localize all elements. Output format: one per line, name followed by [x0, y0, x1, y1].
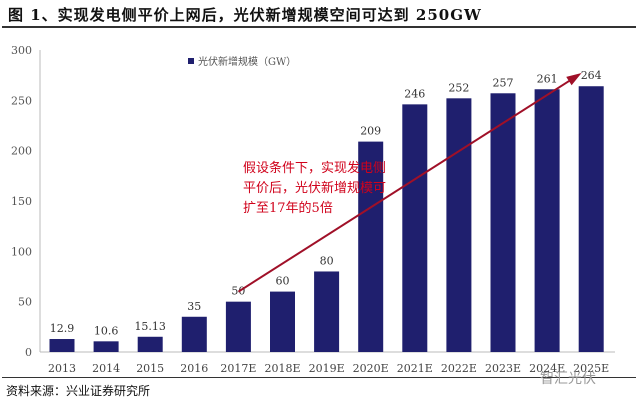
data-label: 257	[493, 76, 514, 89]
bar-2016	[181, 316, 207, 352]
x-tick-label: 2019E	[309, 362, 345, 375]
x-tick-label: 2025E	[573, 362, 609, 375]
x-tick-label: 2013	[48, 362, 76, 375]
data-label: 10.6	[94, 324, 119, 337]
y-tick-label: 250	[11, 94, 32, 107]
source-divider	[2, 377, 636, 378]
data-label: 252	[448, 81, 469, 94]
bar-2018E	[270, 291, 295, 352]
data-label: 12.9	[50, 322, 75, 335]
data-label: 264	[581, 69, 602, 82]
annotation-line: 扩至17年的5倍	[243, 200, 333, 216]
data-label: 80	[320, 254, 334, 267]
source-note: 资料来源：兴业证券研究所	[6, 384, 151, 398]
x-tick-label: 2022E	[441, 362, 477, 375]
y-tick-label: 100	[11, 245, 32, 258]
arrow-head-icon	[566, 73, 582, 86]
data-label: 15.13	[134, 320, 166, 333]
bar-2019E	[314, 271, 340, 352]
annotation-line: 平价后，光伏新增规模可	[243, 180, 386, 196]
x-tick-label: 2017E	[220, 362, 256, 375]
watermark: 智汇光伏	[540, 371, 596, 387]
bar-2024E	[534, 89, 560, 352]
chart-title: 图 1、实现发电侧平价上网后，光伏新增规模空间可达到 250GW	[8, 6, 482, 24]
bar-2023E	[490, 93, 516, 352]
legend-label: 光伏新增规模（GW）	[198, 55, 296, 68]
bar-2015	[137, 336, 163, 352]
y-tick-label: 300	[11, 44, 32, 57]
bar-2017E	[225, 301, 251, 352]
data-label: 261	[537, 72, 558, 85]
data-label: 60	[276, 275, 290, 288]
bar-2021E	[402, 104, 428, 352]
y-tick-label: 150	[11, 195, 32, 208]
x-tick-label: 2023E	[485, 362, 521, 375]
x-tick-label: 2016	[180, 362, 208, 375]
bar-2013	[49, 339, 75, 352]
x-tick-label: 2018E	[264, 362, 300, 375]
x-tick-label: 2020E	[353, 362, 389, 375]
data-label: 246	[404, 87, 425, 100]
data-label: 35	[187, 300, 201, 313]
bar-2025E	[578, 86, 604, 353]
legend-swatch	[188, 58, 194, 64]
x-tick-label: 2014	[92, 362, 120, 375]
x-tick-label: 2015	[136, 362, 164, 375]
bar-2020E	[358, 141, 384, 352]
bar-2014	[93, 341, 119, 352]
x-tick-label: 2024E	[529, 362, 565, 375]
x-tick-label: 2021E	[397, 362, 433, 375]
trend-arrow-line	[237, 74, 579, 293]
bar-2022E	[446, 98, 472, 352]
title-divider	[2, 26, 636, 28]
data-label: 209	[360, 125, 381, 138]
y-tick-label: 50	[18, 296, 32, 309]
y-tick-label: 0	[25, 346, 32, 359]
annotation-line: 假设条件下，实现发电侧	[243, 160, 386, 176]
y-tick-label: 200	[11, 145, 32, 158]
